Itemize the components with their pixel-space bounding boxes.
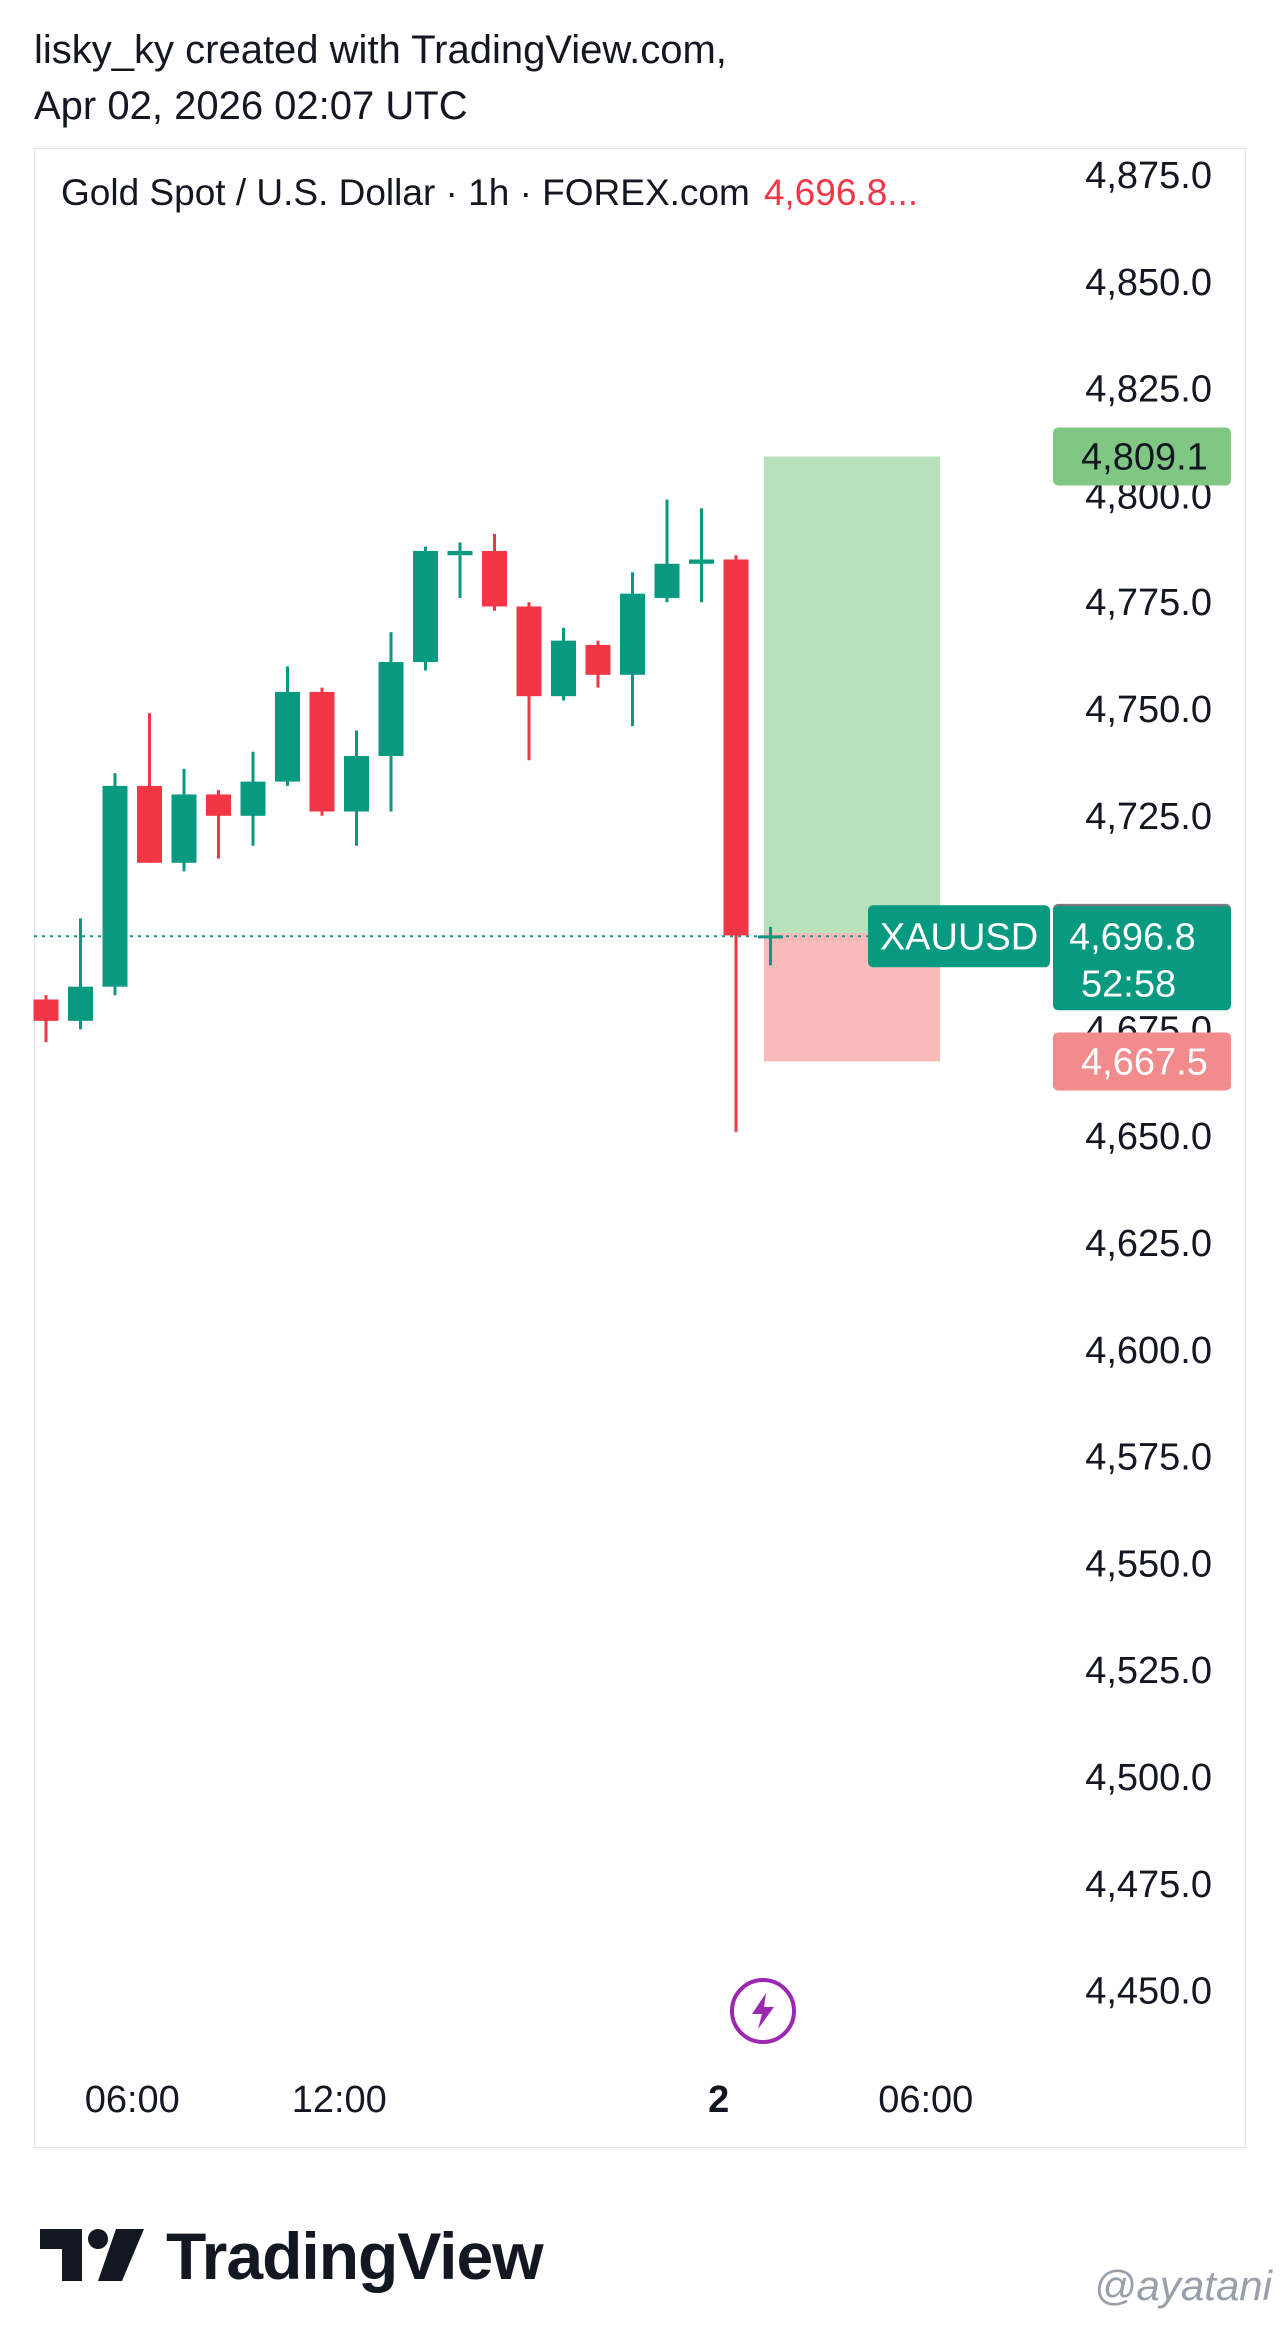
timestamp-line: Apr 02, 2026 02:07 UTC [34, 84, 468, 128]
candle-body[interactable] [68, 986, 93, 1021]
candlestick-chart[interactable]: 4,875.04,850.04,825.04,800.04,775.04,750… [0, 0, 1280, 2200]
y-tick-label: 4,875.0 [1085, 155, 1212, 197]
y-tick-label: 4,600.0 [1085, 1330, 1212, 1372]
chart-frame[interactable] [34, 148, 1246, 2148]
watermark: @ayatani [1094, 2262, 1272, 2310]
x-tick-label: 06:00 [878, 2079, 973, 2121]
countdown-label: 52:58 [1081, 963, 1176, 1005]
candle-body[interactable] [447, 550, 473, 556]
last-price-tag-label: 4,696.8 [1069, 916, 1196, 958]
y-tick-label: 4,500.0 [1085, 1757, 1212, 1799]
lightning-icon[interactable] [730, 1978, 796, 2044]
stop-price-tag[interactable] [1053, 1032, 1231, 1091]
y-tick-label: 4,625.0 [1085, 1223, 1212, 1265]
candle-body[interactable] [171, 794, 197, 863]
y-tick-label: 4,450.0 [1085, 1971, 1212, 2013]
x-tick-label: 06:00 [85, 2079, 180, 2121]
y-tick-label: 4,650.0 [1085, 1116, 1212, 1158]
tradingview-logo-icon [40, 2229, 144, 2281]
chart-legend[interactable]: Gold Spot / U.S. Dollar · 1h · FOREX.com… [61, 172, 918, 214]
candle-body[interactable] [240, 781, 266, 816]
candle-body[interactable] [206, 794, 231, 816]
candle-body[interactable] [33, 999, 59, 1021]
y-tick-label: 4,725.0 [1085, 796, 1212, 838]
stop-price-tag-label: 4,667.5 [1081, 1041, 1208, 1083]
logo-text: TradingView [166, 2219, 544, 2293]
lightning-glyph [752, 1993, 774, 2029]
target-price-tag-label: 4,809.1 [1081, 437, 1208, 479]
chart-header: lisky_ky created with TradingView.com, A… [34, 22, 727, 134]
candle-body[interactable] [378, 662, 404, 756]
target-price-tag[interactable] [1053, 427, 1231, 486]
candle-body[interactable] [585, 644, 611, 675]
candle-body[interactable] [102, 785, 128, 987]
watermark-text: @ayatani [1093, 2262, 1272, 2309]
tradingview-logo: TradingView [40, 2218, 544, 2294]
symbol-tag[interactable] [868, 905, 1050, 968]
last-price-tag[interactable] [1053, 906, 1231, 1011]
candle-body[interactable] [758, 935, 783, 939]
author-line: lisky_ky created with TradingView.com, [34, 28, 727, 72]
candle-body[interactable] [413, 550, 438, 663]
candle-body[interactable] [551, 640, 576, 697]
profit-zone[interactable] [764, 456, 940, 933]
legend-price: 4,696.8... [763, 172, 919, 213]
y-tick-label: 4,825.0 [1085, 369, 1212, 411]
candle-body[interactable] [344, 755, 369, 812]
candle-body[interactable] [275, 691, 300, 782]
y-tick-label: 4,850.0 [1085, 262, 1212, 304]
x-tick-label: 12:00 [292, 2079, 387, 2121]
y-tick-label: 4,475.0 [1085, 1864, 1212, 1906]
y-tick-label: 4,550.0 [1085, 1543, 1212, 1585]
candle-body[interactable] [620, 593, 645, 675]
candle-body[interactable] [482, 550, 507, 607]
candle-body[interactable] [309, 691, 335, 812]
legend-title: Gold Spot / U.S. Dollar · 1h · FOREX.com [61, 172, 750, 213]
x-tick-label: 2 [708, 2079, 729, 2121]
y-tick-label: 4,775.0 [1085, 582, 1212, 624]
candle-body[interactable] [689, 559, 714, 564]
candle-body[interactable] [516, 606, 542, 697]
y-tick-label: 4,750.0 [1085, 689, 1212, 731]
candle-body[interactable] [137, 785, 162, 863]
candle-body[interactable] [654, 563, 680, 598]
y-tick-label: 4,525.0 [1085, 1650, 1212, 1692]
y-tick-label: 4,575.0 [1085, 1437, 1212, 1479]
symbol-tag-label: XAUUSD [880, 916, 1038, 958]
candle-body[interactable] [723, 559, 749, 936]
